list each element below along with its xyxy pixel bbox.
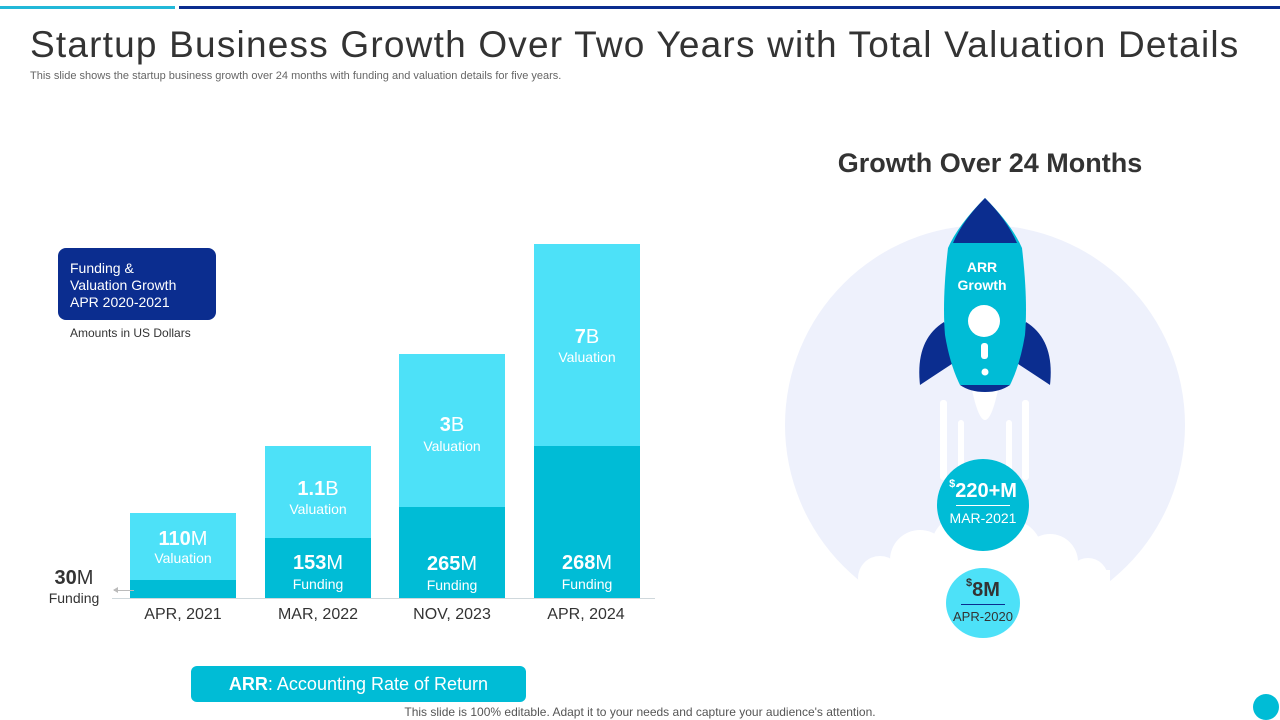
circle-divider <box>956 505 1010 506</box>
previous-arr-value: $8M <box>966 577 1000 601</box>
rocket-nose <box>953 198 1017 243</box>
rocket-window <box>968 305 1000 337</box>
chart-legend-box: Funding & Valuation Growth APR 2020-2021 <box>58 248 216 320</box>
bar-funding-label: Funding <box>561 576 613 592</box>
current-arr-date: MAR-2021 <box>949 510 1017 526</box>
x-axis-line <box>112 598 655 599</box>
current-arr-value: $220+M <box>949 478 1017 502</box>
arr-definition-text: : Accounting Rate of Return <box>267 674 489 694</box>
bar-valuation-label: Valuation <box>423 438 481 454</box>
bar-funding-nov-2023: 265M Funding <box>399 507 505 598</box>
corner-decoration <box>1253 694 1279 720</box>
previous-arr-date: APR-2020 <box>953 609 1013 624</box>
bar-funding-callout-apr-2021: 30M Funding <box>36 567 112 606</box>
bar-valuation-apr-2021: 110M Valuation <box>130 513 236 580</box>
rocket-base <box>960 385 1010 392</box>
funding-pointer-arrow <box>113 587 134 593</box>
arr-abbr: ARR <box>228 674 268 694</box>
slide-subtitle: This slide shows the startup business gr… <box>30 70 562 82</box>
bar-funding-apr-2021 <box>130 580 236 598</box>
legend-line-3: APR 2020-2021 <box>70 294 170 310</box>
bar-valuation-mar-2022: 1.1B Valuation <box>265 446 371 538</box>
rocket-left-fin <box>919 322 958 385</box>
bar-funding-label: Funding <box>48 590 100 606</box>
amounts-note: Amounts in US Dollars <box>70 326 191 340</box>
rocket-label-line-1: ARR <box>966 259 998 275</box>
arr-definition-note: ARR: Accounting Rate of Return <box>191 666 526 702</box>
x-tick-label: MAR, 2022 <box>277 606 359 623</box>
circle-divider <box>961 604 1005 605</box>
bar-valuation-label: Valuation <box>558 349 616 365</box>
bar-funding-value: 30M <box>54 567 94 589</box>
bar-valuation-value: 110M <box>158 528 208 550</box>
rocket-label: ARR Growth <box>944 258 1020 294</box>
bar-valuation-nov-2023: 3B Valuation <box>399 354 505 507</box>
bar-valuation-value: 3B <box>439 414 465 436</box>
bar-valuation-apr-2024: 7B Valuation <box>534 244 640 446</box>
current-arr-circle: $220+M MAR-2021 <box>937 459 1029 551</box>
top-accent-bar-left <box>0 6 175 9</box>
bar-funding-apr-2024: 268M Funding <box>534 446 640 598</box>
previous-arr-circle: $8M APR-2020 <box>946 568 1020 638</box>
growth-title: Growth Over 24 Months <box>837 148 1143 178</box>
legend-line-1: Funding & <box>70 260 134 276</box>
bar-funding-label: Funding <box>292 576 344 592</box>
bar-funding-value: 265M <box>426 553 478 575</box>
rocket-dot <box>981 368 989 376</box>
rocket-right-fin <box>1012 322 1051 385</box>
x-tick-label: NOV, 2023 <box>413 606 491 623</box>
legend-line-2: Valuation Growth <box>70 277 177 293</box>
bar-valuation-label: Valuation <box>154 550 212 566</box>
rocket-detail <box>981 343 988 359</box>
slide-footer: This slide is 100% editable. Adapt it to… <box>404 705 876 719</box>
top-accent-bar-right <box>179 6 1280 9</box>
bar-funding-value: 153M <box>292 552 344 574</box>
bar-funding-value: 268M <box>561 552 613 574</box>
rocket-label-line-2: Growth <box>957 277 1007 293</box>
x-tick-label: APR, 2024 <box>547 606 625 623</box>
x-tick-label: APR, 2021 <box>144 606 222 623</box>
bar-valuation-value: 1.1B <box>297 478 339 500</box>
bar-valuation-label: Valuation <box>289 501 347 517</box>
bar-funding-label: Funding <box>426 577 478 593</box>
bar-valuation-value: 7B <box>574 326 600 348</box>
bar-funding-mar-2022: 153M Funding <box>265 538 371 598</box>
slide-title: Startup Business Growth Over Two Years w… <box>30 24 1240 65</box>
